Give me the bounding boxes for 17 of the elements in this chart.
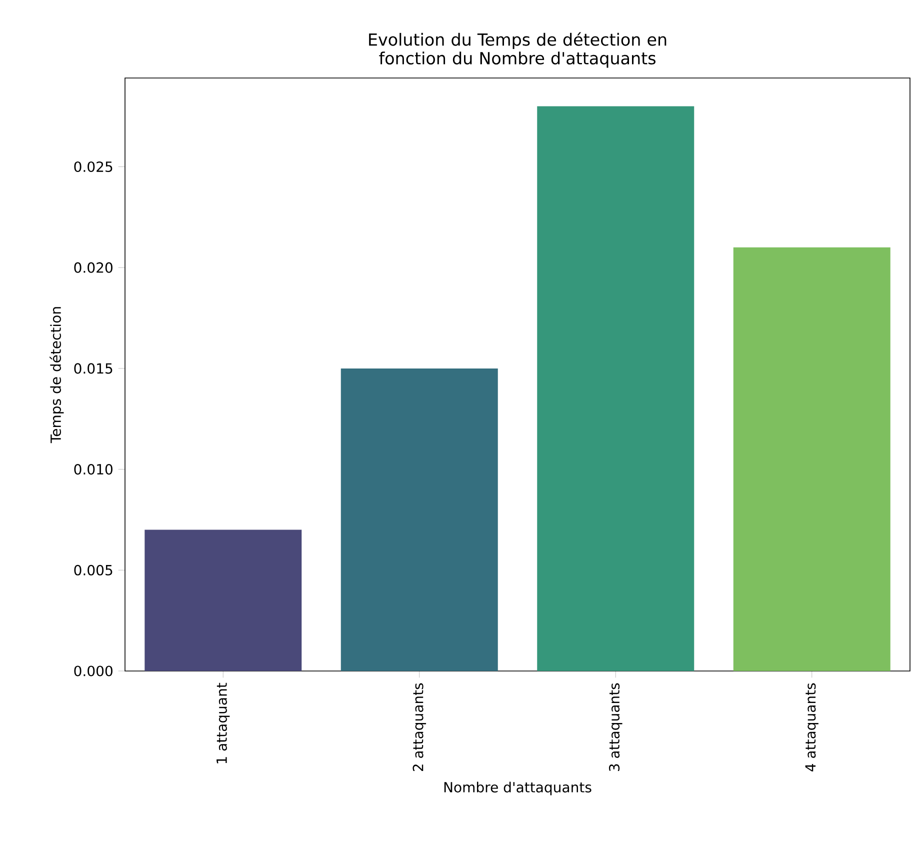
- y-tick-label: 0.020: [74, 262, 112, 273]
- bar: [340, 368, 498, 671]
- x-tick-label: 4 attaquants: [805, 683, 818, 772]
- bar: [733, 247, 890, 671]
- x-tick-label: 2 attaquants: [412, 683, 426, 772]
- bar: [537, 106, 694, 671]
- chart-title: Evolution du Temps de détection en fonction du Nombre d'attaquants: [369, 32, 666, 68]
- y-tick-label: 0.005: [74, 564, 112, 576]
- x-tick-label: 1 attaquant: [216, 682, 230, 764]
- y-tick-label: 0.015: [74, 363, 112, 374]
- x-axis-title: Nombre d'attaquants: [444, 782, 592, 796]
- x-tick-label: 3 attaquants: [608, 683, 622, 772]
- bar: [144, 530, 302, 671]
- y-tick-label: 0.025: [74, 161, 112, 172]
- y-tick-label: 0.000: [74, 666, 112, 676]
- y-tick-label: 0.010: [74, 464, 112, 475]
- y-axis-title: Temps de détection: [50, 307, 64, 444]
